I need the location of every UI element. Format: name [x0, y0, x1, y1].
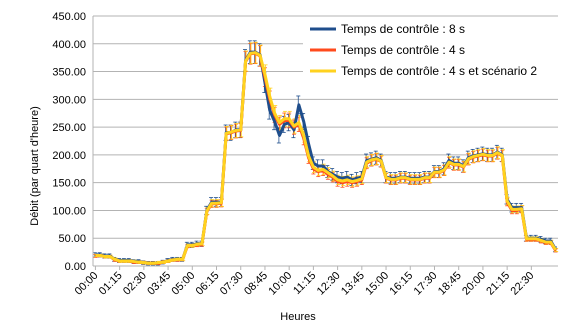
x-tick-label: 21:15 [484, 270, 512, 298]
x-axis-title: Heures [280, 311, 316, 323]
x-tick-label: 16:15 [387, 270, 415, 298]
y-tick-label: 0.00 [65, 261, 86, 273]
x-tick-label: 01:15 [97, 270, 125, 298]
x-tick-label: 20:00 [460, 270, 488, 298]
y-tick-label: 100.00 [52, 205, 86, 217]
x-tick-label: 17:30 [412, 270, 440, 298]
y-tick-label: 150.00 [52, 178, 86, 190]
y-axis-ticks: 0.00 50.00 100.00 150.00 200.00 250.00 300.00 3… [52, 11, 86, 273]
x-axis-ticks: 00:0001:1502:3003:4505:0006:1507:3008:45… [73, 266, 537, 298]
series-line-1 [95, 51, 557, 265]
y-tick-label: 250.00 [52, 122, 86, 134]
x-tick-label: 02:30 [121, 270, 149, 298]
y-tick-label: 300.00 [52, 94, 86, 106]
x-tick-label: 08:45 [242, 270, 270, 298]
y-tick-label: 450.00 [52, 11, 86, 23]
x-tick-label: 03:45 [145, 270, 173, 298]
x-tick-label: 11:15 [291, 270, 318, 297]
y-tick-label: 200.00 [52, 150, 86, 162]
x-tick-label: 13:45 [339, 270, 367, 298]
legend-label: Temps de contrôle : 4 s [341, 43, 465, 57]
x-tick-label: 00:00 [73, 270, 101, 298]
x-tick-label: 18:45 [436, 270, 464, 298]
legend-label: Temps de contrôle : 8 s [341, 22, 465, 36]
y-tick-label: 50.00 [58, 233, 86, 245]
y-tick-label: 350.00 [52, 67, 86, 79]
legend-item: Temps de contrôle : 4 s [310, 43, 465, 57]
x-tick-label: 15:00 [363, 270, 391, 298]
x-tick-label: 06:15 [194, 270, 222, 298]
series-line-2 [95, 51, 557, 265]
legend-item: Temps de contrôle : 4 s et scénario 2 [310, 64, 537, 78]
y-tick-label: 400.00 [52, 39, 86, 51]
y-axis-title: Débit (par quart d'heure) [29, 106, 41, 226]
x-tick-label: 22:30 [509, 270, 537, 298]
legend-label: Temps de contrôle : 4 s et scénario 2 [341, 64, 537, 78]
x-tick-label: 07:30 [218, 270, 246, 298]
series-lines [95, 50, 557, 265]
legend: Temps de contrôle : 8 s Temps de contrôl… [303, 18, 558, 84]
x-tick-label: 10:00 [266, 270, 294, 298]
x-tick-label: 05:00 [169, 270, 197, 298]
x-tick-label: 12:30 [315, 270, 343, 298]
legend-item: Temps de contrôle : 8 s [310, 22, 465, 36]
legend-background [303, 18, 558, 84]
